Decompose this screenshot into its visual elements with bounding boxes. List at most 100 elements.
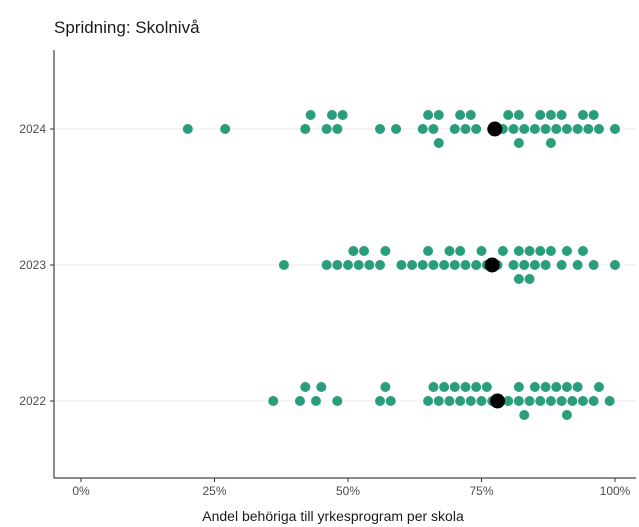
- point-2022-11: [433, 396, 444, 406]
- point-2022-39: [593, 382, 604, 392]
- point-2024-14: [433, 138, 444, 148]
- point-2022-24: [513, 382, 524, 392]
- point-2024-18: [465, 110, 476, 120]
- point-2022-15: [455, 396, 466, 406]
- point-2023-4: [348, 246, 359, 256]
- point-2023-37: [572, 260, 583, 270]
- point-2022-10: [428, 382, 439, 392]
- x-tick-label-3: 75%: [469, 484, 493, 498]
- point-2022-0: [268, 396, 279, 406]
- point-2022-37: [577, 396, 588, 406]
- x-axis-title: Andel behöriga till yrkesprogram per sko…: [202, 508, 464, 524]
- point-2023-2: [332, 260, 343, 270]
- point-2023-33: [540, 260, 551, 270]
- point-2022-14: [449, 382, 460, 392]
- point-2023-18: [455, 246, 466, 256]
- x-tick-label-1: 25%: [202, 484, 226, 498]
- point-2024-38: [588, 110, 599, 120]
- point-2022-9: [423, 396, 434, 406]
- point-2022-1: [294, 396, 305, 406]
- point-2024-28: [535, 110, 546, 120]
- point-2023-25: [508, 260, 519, 270]
- point-2024-31: [545, 138, 556, 148]
- axis-layer: [53, 50, 636, 479]
- point-2022-5: [332, 396, 343, 406]
- point-2023-27: [513, 274, 524, 284]
- point-2024-6: [332, 124, 343, 134]
- point-2022-27: [529, 382, 540, 392]
- point-2024-2: [300, 124, 311, 134]
- point-2024-39: [593, 124, 604, 134]
- point-2023-35: [556, 260, 567, 270]
- point-2022-12: [439, 382, 450, 392]
- point-2024-26: [519, 124, 530, 134]
- point-2022-28: [535, 396, 546, 406]
- point-2024-33: [556, 110, 567, 120]
- point-2023-28: [519, 260, 530, 270]
- point-2024-1: [220, 124, 231, 134]
- point-2023-29: [524, 246, 535, 256]
- point-2024-16: [455, 110, 466, 120]
- point-2024-24: [513, 110, 524, 120]
- point-2024-10: [417, 124, 428, 134]
- point-2023-14: [428, 260, 439, 270]
- point-2022-40: [604, 396, 615, 406]
- point-2024-35: [572, 124, 583, 134]
- point-2024-15: [449, 124, 460, 134]
- point-2023-19: [460, 260, 471, 270]
- point-2022-6: [375, 396, 386, 406]
- point-2023-13: [423, 246, 434, 256]
- ticks-layer: 2022 2023 2024 0% 25% 50% 75% 100%: [19, 122, 630, 498]
- point-2023-31: [529, 260, 540, 270]
- point-2023-30: [524, 274, 535, 284]
- mean-point-2024: [487, 121, 503, 137]
- point-2022-25: [519, 410, 530, 420]
- point-2024-29: [540, 124, 551, 134]
- point-2024-3: [305, 110, 316, 120]
- point-2024-8: [375, 124, 386, 134]
- point-2023-5: [353, 260, 364, 270]
- point-2024-30: [545, 110, 556, 120]
- points-layer: [182, 110, 620, 420]
- point-2022-2: [300, 382, 311, 392]
- point-2022-22: [503, 396, 514, 406]
- point-2023-17: [449, 260, 460, 270]
- point-2024-19: [471, 124, 482, 134]
- point-2022-30: [545, 396, 556, 406]
- x-tick-label-0: 0%: [72, 484, 90, 498]
- point-2022-31: [551, 382, 562, 392]
- point-2022-16: [460, 382, 471, 392]
- point-2023-34: [545, 246, 556, 256]
- point-2023-9: [380, 246, 391, 256]
- y-tick-label-2024: 2024: [19, 122, 46, 136]
- point-2024-4: [321, 124, 332, 134]
- point-2024-27: [529, 124, 540, 134]
- point-2023-36: [561, 246, 572, 256]
- point-2022-13: [444, 396, 455, 406]
- point-2022-17: [465, 396, 476, 406]
- point-2023-39: [588, 260, 599, 270]
- point-2023-8: [375, 260, 386, 270]
- point-2023-1: [321, 260, 332, 270]
- point-2023-6: [359, 246, 370, 256]
- point-2023-0: [278, 260, 289, 270]
- point-2023-40: [610, 260, 620, 270]
- mean-point-2022: [490, 393, 506, 409]
- point-2022-38: [588, 396, 599, 406]
- point-2023-26: [513, 246, 524, 256]
- point-2023-10: [396, 260, 407, 270]
- point-2022-4: [316, 382, 327, 392]
- point-2024-5: [326, 110, 337, 120]
- point-2022-35: [567, 396, 578, 406]
- chart-title: Spridning: Skolnivå: [54, 18, 200, 37]
- point-2023-3: [343, 260, 353, 270]
- point-2024-0: [182, 124, 193, 134]
- point-2022-8: [385, 396, 396, 406]
- point-2022-33: [561, 382, 572, 392]
- point-2023-7: [364, 260, 375, 270]
- y-tick-label-2022: 2022: [19, 394, 46, 408]
- point-2024-40: [610, 124, 620, 134]
- point-2022-19: [476, 396, 487, 406]
- point-2023-32: [535, 246, 546, 256]
- point-2022-3: [310, 396, 321, 406]
